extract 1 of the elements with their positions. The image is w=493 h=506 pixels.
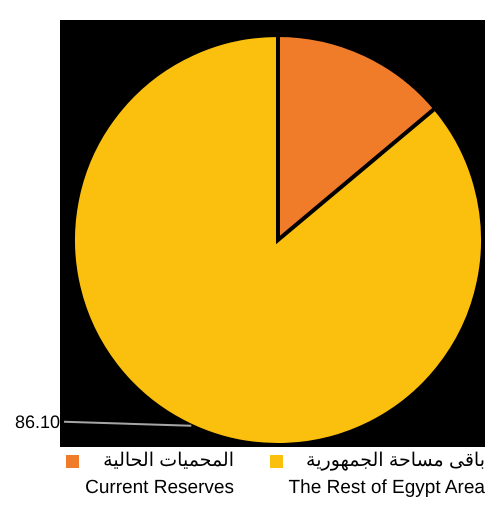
data-label: 86.10 <box>14 412 60 432</box>
